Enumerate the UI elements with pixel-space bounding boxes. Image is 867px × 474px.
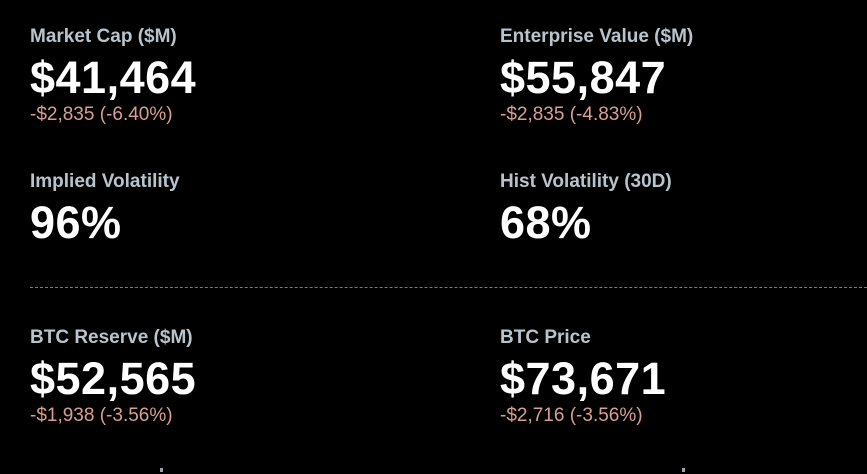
market-cap-card: Market Cap ($M) $41,464 -$2,835 (-6.40%)	[30, 26, 430, 126]
metric-value: $41,464	[30, 52, 197, 103]
metric-change: -$2,835 (-6.40%)	[30, 104, 173, 125]
section-divider	[30, 287, 867, 288]
metric-change: -$2,716 (-3.56%)	[500, 405, 643, 426]
metric-label: BTC Reserve ($M)	[30, 327, 193, 348]
metric-label: Implied Volatility	[30, 171, 180, 192]
hist-volatility-card: Hist Volatility (30D) 68%	[500, 171, 867, 247]
next-row-peek-left	[150, 466, 190, 474]
btc-price-card: BTC Price $73,671 -$2,716 (-3.56%)	[500, 327, 867, 427]
metric-label: Hist Volatility (30D)	[500, 171, 672, 192]
metric-change: -$1,938 (-3.56%)	[30, 405, 173, 426]
enterprise-value-card: Enterprise Value ($M) $55,847 -$2,835 (-…	[500, 26, 867, 126]
metric-value: $55,847	[500, 52, 667, 103]
btc-reserve-card: BTC Reserve ($M) $52,565 -$1,938 (-3.56%…	[30, 327, 430, 427]
metric-change: -$2,835 (-4.83%)	[500, 104, 643, 125]
metric-label: BTC Price	[500, 327, 591, 348]
metric-value: 68%	[500, 197, 592, 248]
metric-value: 96%	[30, 197, 122, 248]
metric-label: Enterprise Value ($M)	[500, 26, 694, 47]
implied-volatility-card: Implied Volatility 96%	[30, 171, 430, 247]
metric-label: Market Cap ($M)	[30, 26, 177, 47]
metric-value: $52,565	[30, 353, 197, 404]
next-row-peek-right	[672, 466, 712, 474]
metric-value: $73,671	[500, 353, 667, 404]
